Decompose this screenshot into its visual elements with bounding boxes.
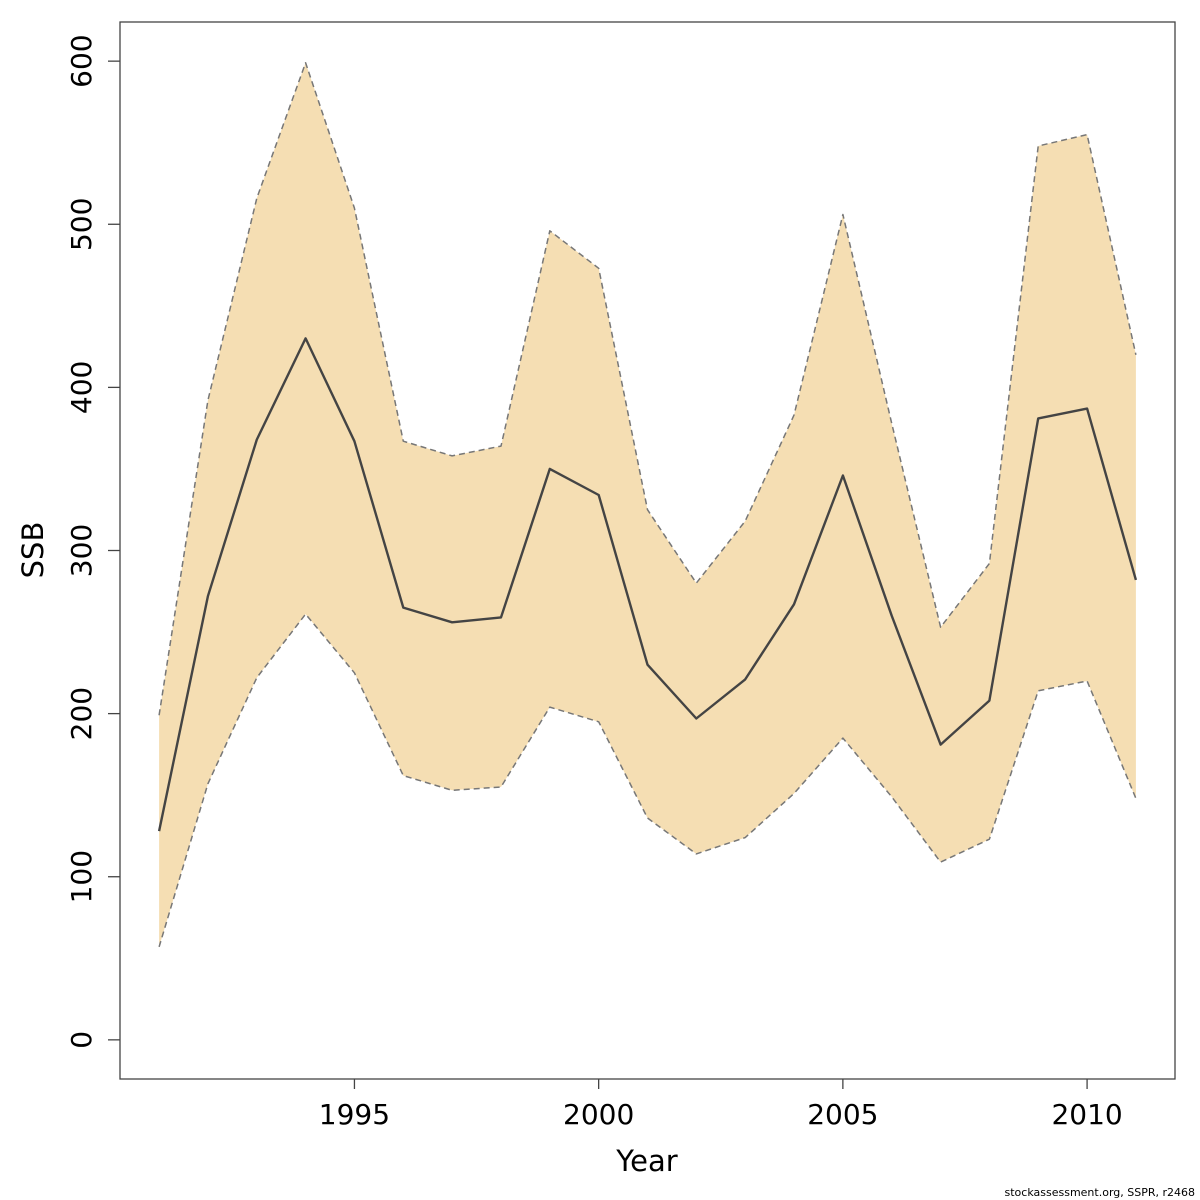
lower-line — [158, 613, 1137, 948]
y-tick-label: 400 — [65, 361, 98, 414]
axis-layer: 1995 2000 2005 2010 0 100 200 300 400 500 600 — [65, 34, 1123, 1131]
y-axis-title: SSB — [16, 522, 50, 579]
y-tick-label: 100 — [65, 850, 98, 903]
y-tick-label: 300 — [65, 524, 98, 577]
plot-layer — [157, 62, 1138, 948]
estimate-line — [157, 337, 1138, 832]
confidence-band — [159, 62, 1136, 947]
x-axis-title: Year — [615, 1144, 677, 1178]
y-tick-label: 500 — [65, 198, 98, 251]
x-tick-label: 2010 — [1051, 1098, 1122, 1131]
x-tick-label: 2005 — [807, 1098, 878, 1131]
y-tick-label: 0 — [65, 1031, 98, 1049]
credit-text: stockassessment.org, SSPR, r2468 — [1005, 1186, 1195, 1199]
x-tick-label: 2000 — [563, 1098, 634, 1131]
y-tick-label: 200 — [65, 687, 98, 740]
y-tick-label: 600 — [65, 34, 98, 87]
x-tick-label: 1995 — [319, 1098, 390, 1131]
upper-line — [158, 62, 1137, 716]
